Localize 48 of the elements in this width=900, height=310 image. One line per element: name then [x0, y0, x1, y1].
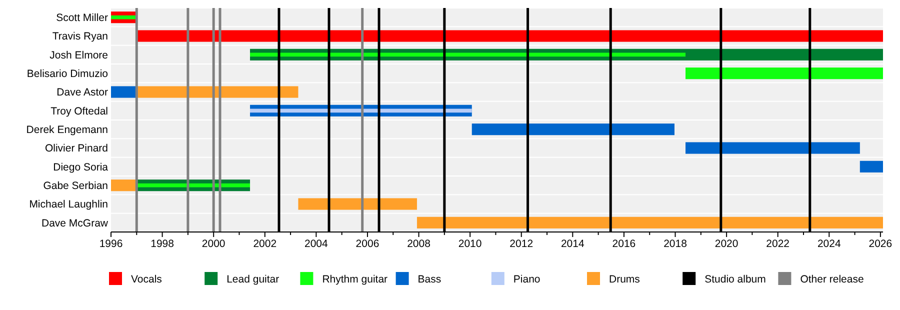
x-tick-label: 2004 — [304, 238, 328, 250]
x-tick-label: 2014 — [560, 238, 584, 250]
y-tick-label: Diego Soria — [53, 161, 108, 174]
bar — [136, 86, 298, 98]
y-tick-label: Josh Elmore — [50, 49, 108, 62]
legend-label: Rhythm guitar — [322, 274, 388, 286]
y-tick-label: Dave Astor — [56, 86, 108, 99]
legend-label: Piano — [513, 274, 540, 286]
y-tick-label: Dave McGraw — [41, 217, 108, 230]
y-tick-label: Troy Oftedal — [50, 105, 108, 118]
bar — [298, 198, 417, 210]
bar — [111, 180, 137, 192]
x-tick-label: 2012 — [510, 238, 534, 250]
x-tick-label: 2016 — [612, 238, 636, 250]
bar — [416, 216, 883, 228]
x-tick-label: 2006 — [356, 238, 380, 250]
bar — [250, 108, 472, 113]
x-tick-label: 2024 — [817, 238, 841, 250]
x-tick-label: 1996 — [99, 238, 123, 250]
x-tick-label: 2000 — [202, 238, 226, 250]
bar — [136, 183, 250, 188]
bar — [686, 142, 860, 154]
bar — [111, 86, 137, 98]
x-tick-label: 2026 — [868, 238, 892, 250]
x-tick-label: 2008 — [407, 238, 431, 250]
legend-label: Vocals — [131, 274, 162, 286]
y-tick-label: Gabe Serbian — [43, 180, 108, 192]
x-tick-label: 2010 — [458, 238, 482, 250]
x-tick-label: 2020 — [714, 238, 738, 250]
bar — [860, 160, 883, 172]
y-tick-label: Travis Ryan — [52, 30, 108, 43]
x-tick-label: 1998 — [150, 238, 174, 250]
bar — [472, 124, 674, 136]
y-tick-label: Scott Miller — [56, 12, 108, 24]
y-tick-label: Belisario Dimuzio — [26, 68, 108, 80]
y-tick-label: Derek Engemann — [26, 124, 108, 136]
legend-label: Other release — [800, 274, 864, 286]
bar — [111, 15, 137, 20]
bar — [250, 52, 686, 57]
legend-label: Lead guitar — [226, 274, 280, 286]
legend-label: Bass — [418, 274, 442, 286]
x-tick-label: 2002 — [253, 238, 277, 250]
legend-label: Drums — [609, 274, 640, 286]
x-tick-label: 2022 — [766, 238, 790, 250]
y-tick-label: Michael Laughlin — [29, 198, 108, 211]
legend-label: Studio album — [704, 274, 766, 286]
y-tick-label: Olivier Pinard — [44, 142, 108, 155]
x-tick-label: 2018 — [664, 238, 688, 250]
